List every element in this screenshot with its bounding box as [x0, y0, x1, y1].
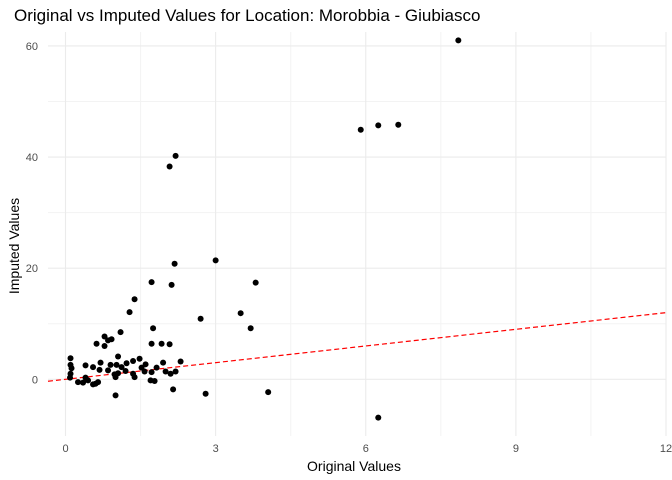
data-points [67, 37, 462, 421]
data-point [112, 392, 119, 399]
data-point [107, 361, 114, 368]
data-point [158, 340, 165, 347]
data-point [197, 315, 204, 322]
minor-gridlines [48, 32, 666, 436]
x-tick-label: 0 [62, 443, 68, 455]
data-point [123, 360, 130, 367]
data-point [136, 355, 143, 362]
major-gridlines [48, 32, 667, 436]
data-point [68, 365, 75, 372]
data-point [357, 126, 364, 133]
data-point [237, 310, 244, 317]
data-point [90, 364, 97, 371]
y-tick-label: 20 [26, 263, 38, 275]
data-point [148, 279, 155, 286]
data-point [171, 260, 178, 267]
data-point [252, 279, 259, 286]
data-point [117, 329, 124, 336]
data-point [131, 296, 138, 303]
y-tick-label: 0 [32, 374, 38, 386]
data-point [172, 152, 179, 159]
data-point [101, 333, 108, 340]
x-tick-label: 3 [213, 443, 219, 455]
data-point [166, 341, 173, 348]
data-point [142, 361, 149, 368]
data-point [375, 414, 382, 421]
data-point [101, 342, 108, 349]
data-point [265, 389, 272, 396]
data-point [375, 122, 382, 129]
x-tick-label: 9 [513, 443, 519, 455]
data-point [115, 353, 122, 360]
data-point [82, 362, 89, 369]
data-point [122, 367, 129, 374]
data-point [153, 364, 160, 371]
data-point [130, 357, 137, 364]
data-point [395, 121, 402, 128]
data-point [167, 370, 174, 377]
x-axis-title: Original Values [307, 458, 401, 474]
data-point [177, 358, 184, 365]
data-point [455, 37, 462, 44]
x-axis-ticks: 0 3 6 9 12 [62, 443, 672, 455]
data-point [247, 325, 254, 332]
y-tick-label: 40 [26, 152, 38, 164]
data-point [148, 340, 155, 347]
data-point [67, 355, 74, 362]
data-point [148, 369, 155, 376]
data-point [105, 337, 112, 344]
data-point [172, 368, 179, 375]
data-point [162, 368, 169, 375]
data-point [96, 366, 103, 373]
x-tick-label: 12 [660, 443, 672, 455]
chart-title: Original vs Imputed Values for Location:… [14, 6, 480, 25]
data-point [160, 359, 167, 366]
y-axis-title: Imputed Values [6, 198, 22, 294]
data-point [75, 379, 82, 386]
data-point [82, 374, 89, 381]
y-axis-ticks: 0 20 40 60 [26, 41, 38, 386]
data-point [113, 361, 120, 368]
data-point [151, 377, 158, 384]
data-point [202, 390, 209, 397]
data-point [170, 386, 177, 393]
data-point [112, 374, 119, 381]
data-point [168, 281, 175, 288]
data-point [212, 257, 219, 264]
data-point [118, 364, 125, 371]
x-tick-label: 6 [363, 443, 369, 455]
y-tick-label: 60 [26, 41, 38, 53]
data-point [126, 309, 133, 316]
data-point [97, 359, 104, 366]
data-point [150, 325, 157, 332]
data-point [80, 379, 87, 386]
data-point [95, 379, 102, 386]
data-point [141, 368, 148, 375]
data-point [105, 367, 112, 374]
data-point [166, 163, 173, 170]
data-point [67, 374, 74, 381]
data-point [131, 374, 138, 381]
data-point [93, 340, 100, 347]
